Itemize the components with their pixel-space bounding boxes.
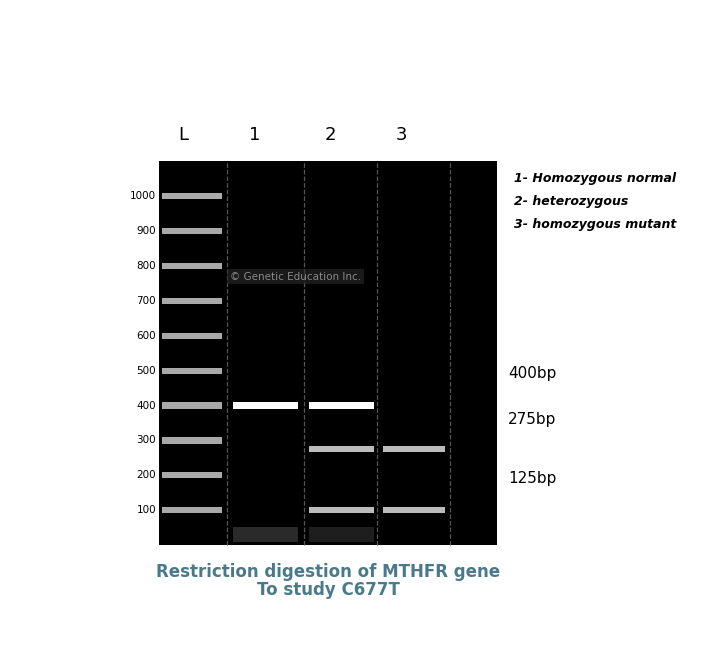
Text: 200: 200	[137, 470, 156, 480]
Text: 900: 900	[137, 226, 156, 236]
Bar	[383, 446, 446, 452]
Text: 2: 2	[325, 125, 337, 143]
Bar	[309, 402, 375, 408]
Text: 500: 500	[137, 366, 156, 376]
Bar	[162, 367, 222, 374]
Text: Restriction digestion of MTHFR gene: Restriction digestion of MTHFR gene	[156, 563, 500, 581]
Text: 800: 800	[137, 261, 156, 271]
Bar	[162, 193, 222, 199]
Bar	[309, 527, 375, 542]
Bar	[232, 527, 298, 542]
Bar	[159, 161, 497, 545]
Text: 3: 3	[396, 125, 408, 143]
Text: 125bp: 125bp	[508, 471, 556, 486]
Text: 1000: 1000	[130, 191, 156, 201]
Text: 1: 1	[249, 125, 260, 143]
Text: 700: 700	[137, 296, 156, 306]
Bar	[162, 437, 222, 444]
Bar	[162, 402, 222, 408]
Text: © Genetic Education Inc.: © Genetic Education Inc.	[230, 272, 361, 282]
Bar	[309, 446, 375, 452]
Bar	[162, 333, 222, 339]
Bar	[162, 507, 222, 513]
Text: L: L	[179, 125, 189, 143]
Bar	[162, 263, 222, 269]
Bar	[162, 297, 222, 304]
Text: 275bp: 275bp	[508, 412, 556, 427]
Bar	[162, 472, 222, 478]
Text: 300: 300	[137, 436, 156, 446]
Text: 400bp: 400bp	[508, 366, 556, 381]
Text: 600: 600	[137, 331, 156, 341]
Bar	[232, 402, 298, 408]
Text: 3- homozygous mutant: 3- homozygous mutant	[514, 218, 676, 230]
Text: To study C677T: To study C677T	[257, 581, 399, 599]
Text: 2- heterozygous: 2- heterozygous	[514, 195, 628, 208]
Text: 100: 100	[137, 505, 156, 515]
Text: 400: 400	[137, 400, 156, 410]
Bar	[309, 507, 375, 513]
Bar	[383, 507, 446, 513]
Text: 1- Homozygous normal: 1- Homozygous normal	[514, 172, 676, 185]
Bar	[162, 228, 222, 234]
